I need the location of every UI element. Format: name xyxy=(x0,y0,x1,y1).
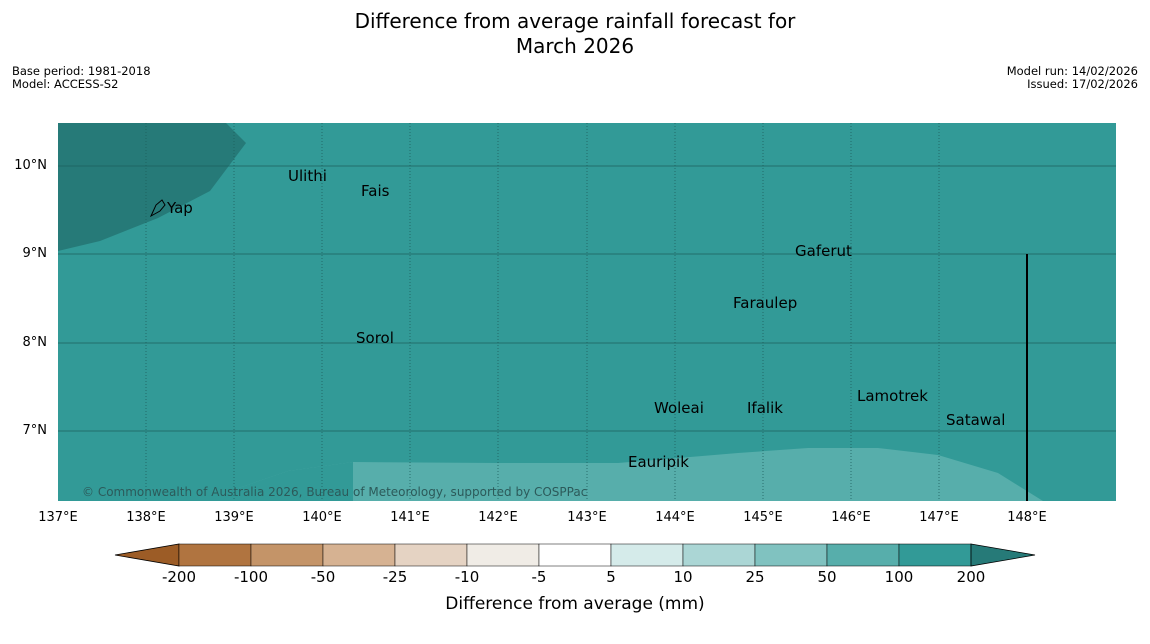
cb-tick-25: 25 xyxy=(745,568,765,586)
cb-tick-neg10: -10 xyxy=(454,568,480,586)
latitude-gridlines xyxy=(58,165,1116,432)
lon-label-148e: 148°E xyxy=(1007,510,1047,525)
lon-label-143e: 143°E xyxy=(567,510,607,525)
chart-title: Difference from average rainfall forecas… xyxy=(0,9,1150,59)
lon-label-142e: 142°E xyxy=(478,510,518,525)
lon-label-145e: 145°E xyxy=(743,510,783,525)
model-run: Model run: 14/02/2026 xyxy=(1006,64,1138,78)
place-ifalik: Ifalik xyxy=(747,399,783,417)
copyright-notice: © Commonwealth of Australia 2026, Bureau… xyxy=(82,485,588,499)
lon-label-146e: 146°E xyxy=(831,510,871,525)
colorbar-segment xyxy=(826,543,900,567)
model-name: Model: ACCESS-S2 xyxy=(12,77,119,91)
colorbar-segment xyxy=(322,543,396,567)
place-sorol: Sorol xyxy=(356,329,394,347)
place-satawal: Satawal xyxy=(946,411,1006,429)
place-fais: Fais xyxy=(361,182,390,200)
cb-tick-neg25: -25 xyxy=(382,568,408,586)
place-gaferut: Gaferut xyxy=(795,242,852,260)
colorbar-segment xyxy=(466,543,540,567)
cb-tick-neg100: -100 xyxy=(233,568,269,586)
cb-tick-50: 50 xyxy=(817,568,837,586)
lon-label-137e: 137°E xyxy=(38,510,78,525)
wetter-region xyxy=(58,123,246,251)
place-faraulep: Faraulep xyxy=(733,294,798,312)
place-lamotrek: Lamotrek xyxy=(857,387,928,405)
lon-label-144e: 144°E xyxy=(655,510,695,525)
colorbar-segment xyxy=(754,543,828,567)
yap-island-outline xyxy=(149,199,166,218)
colorbar-label: Difference from average (mm) xyxy=(445,594,705,614)
cb-tick-neg50: -50 xyxy=(310,568,336,586)
cb-tick-neg200: -200 xyxy=(161,568,197,586)
colorbar-segment xyxy=(898,543,972,567)
lon-label-147e: 147°E xyxy=(919,510,959,525)
colorbar-segment xyxy=(610,543,684,567)
cb-tick-10: 10 xyxy=(673,568,693,586)
map-canvas xyxy=(58,123,1116,501)
lat-label-8n: 8°N xyxy=(22,335,48,350)
place-ulithi: Ulithi xyxy=(288,167,327,185)
place-woleai: Woleai xyxy=(654,399,704,417)
lon-label-141e: 141°E xyxy=(390,510,430,525)
title-line-2: March 2026 xyxy=(515,34,635,58)
lat-label-10n: 10°N xyxy=(14,158,47,173)
base-period: Base period: 1981-2018 xyxy=(12,64,151,78)
cb-tick-neg5: -5 xyxy=(531,568,547,586)
meta-left: Base period: 1981-2018 Model: ACCESS-S2 xyxy=(12,65,151,91)
place-yap: Yap xyxy=(167,199,193,217)
lon-label-138e: 138°E xyxy=(126,510,166,525)
colorbar-segment xyxy=(538,543,612,567)
coast-fill xyxy=(58,462,353,501)
cb-tick-100: 100 xyxy=(884,568,914,586)
colorbar-segments xyxy=(114,543,1036,567)
lat-label-7n: 7°N xyxy=(22,423,48,438)
map-panel[interactable] xyxy=(58,123,1116,501)
cb-tick-200: 200 xyxy=(956,568,986,586)
longitude-gridlines xyxy=(145,123,940,501)
lat-label-9n: 9°N xyxy=(22,246,48,261)
colorbar-segment xyxy=(250,543,324,567)
colorbar-segment xyxy=(682,543,756,567)
colorbar-extend-high xyxy=(970,543,1036,567)
lon-label-140e: 140°E xyxy=(302,510,342,525)
place-eauripik: Eauripik xyxy=(628,453,689,471)
colorbar-segment xyxy=(178,543,252,567)
issued-date: Issued: 17/02/2026 xyxy=(1027,77,1138,91)
cb-tick-5: 5 xyxy=(606,568,616,586)
lon-label-139e: 139°E xyxy=(214,510,254,525)
title-line-1: Difference from average rainfall forecas… xyxy=(354,9,796,33)
meta-right: Model run: 14/02/2026 Issued: 17/02/2026 xyxy=(1007,65,1138,91)
colorbar-segment xyxy=(394,543,468,567)
colorbar-extend-low xyxy=(114,543,180,567)
